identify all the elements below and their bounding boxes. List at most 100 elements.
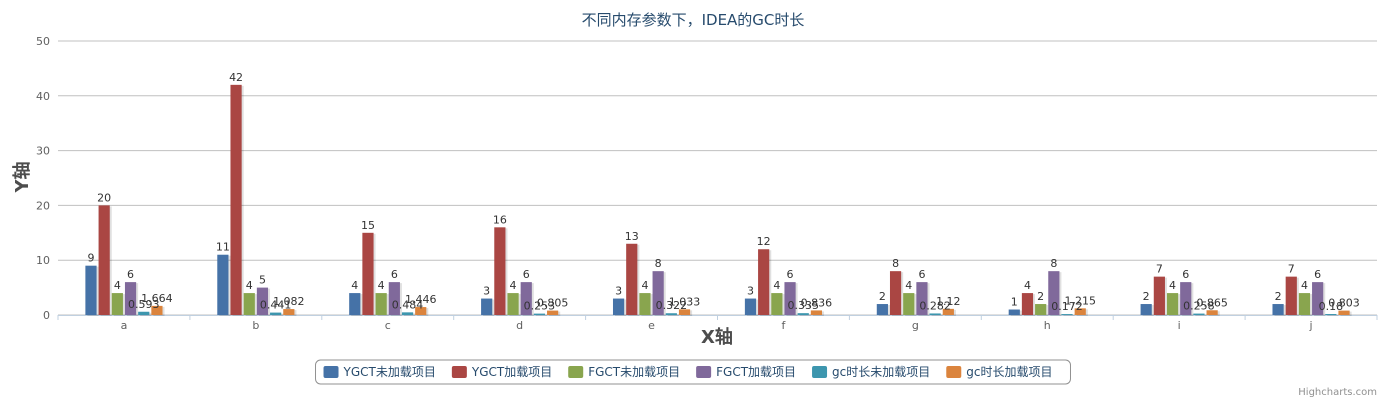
bar-shadow [1327,315,1339,316]
bar[interactable] [1061,314,1073,315]
data-label: 0.282 [919,299,951,312]
bar[interactable] [652,271,664,315]
legend-label: FGCT未加载项目 [588,365,680,379]
bar[interactable] [744,298,757,315]
bar[interactable] [533,313,546,315]
bar[interactable] [1206,310,1218,315]
bar[interactable] [876,304,888,315]
y-tick-label: 30 [36,145,50,158]
data-label: 0.441 [260,299,292,312]
bar[interactable] [612,298,625,315]
data-label: 4 [378,279,385,292]
bar[interactable] [1298,293,1311,315]
bar[interactable] [138,311,150,315]
bar[interactable] [217,254,229,315]
bar[interactable] [903,293,915,315]
bar[interactable] [1008,309,1020,315]
y-tick-label: 20 [36,199,50,212]
bar[interactable] [401,312,414,315]
bar[interactable] [1021,293,1034,315]
data-label: 4 [114,279,121,292]
bar[interactable] [270,312,282,315]
bar[interactable] [124,282,137,315]
bar[interactable] [1338,310,1350,315]
legend-item[interactable]: YGCT加载项目 [451,365,552,379]
bar[interactable] [151,305,163,315]
bar[interactable] [98,205,110,315]
legend-item[interactable]: FGCT未加载项目 [568,365,680,379]
bar[interactable] [784,282,796,315]
bar[interactable] [283,309,295,315]
bar[interactable] [678,309,691,315]
legend-box [315,359,1071,385]
bar[interactable] [1153,276,1165,315]
data-label: 2 [1143,290,1150,303]
bar[interactable] [547,310,559,315]
legend-item[interactable]: gc时长未加载项目 [812,365,930,379]
legend-item[interactable]: gc时长加载项目 [946,365,1052,379]
bar[interactable] [362,232,374,315]
bar[interactable] [797,313,809,315]
legend: YGCT未加载项目 YGCT加载项目 FGCT未加载项目 FGCT加载项目 gc时长未加… [315,359,1071,385]
bar[interactable] [639,293,651,315]
bar[interactable] [942,308,954,315]
bar[interactable] [349,293,361,315]
bar[interactable] [481,298,493,315]
bar[interactable] [889,271,902,315]
data-label: 42 [229,71,243,84]
bar[interactable] [520,282,532,315]
bar[interactable] [243,293,255,315]
bar[interactable] [111,293,123,315]
x-axis-ticks: a b c d e f g h i j [57,315,1378,332]
bar[interactable] [1048,271,1060,315]
x-tick-label: a [121,319,128,332]
bar[interactable] [626,243,638,315]
bar[interactable] [771,293,783,315]
data-label: 16 [493,213,507,226]
bar-shadow [667,314,679,316]
bar[interactable] [375,293,387,315]
bar[interactable] [1272,304,1284,315]
data-label: 0.836 [801,296,833,309]
data-label: 7 [1288,263,1295,276]
bar[interactable] [85,265,97,315]
bar[interactable] [1193,313,1205,315]
bar[interactable] [758,249,770,315]
bar[interactable] [1180,282,1192,315]
data-label: 6 [127,268,134,281]
legend-swatch [323,366,339,378]
bar[interactable] [810,310,823,315]
data-label: 1 [1011,296,1018,309]
bar-shadow [535,314,548,316]
bar[interactable] [256,287,269,315]
bar[interactable] [916,282,928,315]
bar[interactable] [1074,308,1086,315]
data-label: 5 [259,274,266,287]
data-label: 3 [615,285,622,298]
legend-item[interactable]: FGCT加载项目 [696,365,796,379]
bar[interactable] [1285,276,1297,315]
y-axis-title: Y轴 [11,161,33,193]
bar[interactable] [507,293,519,315]
data-label: 1.664 [141,292,173,305]
credits-link[interactable]: Highcharts.com [1298,387,1377,398]
data-label: 7 [1156,263,1163,276]
bar[interactable] [230,84,242,315]
bar[interactable] [1035,304,1047,315]
legend-label: gc时长加载项目 [966,365,1052,379]
data-label: 9 [87,252,94,265]
bar[interactable] [388,282,400,315]
bar[interactable] [665,313,677,315]
bar[interactable] [415,307,427,315]
legend-item[interactable]: YGCT未加载项目 [323,365,436,379]
data-label: 11 [216,241,230,254]
bar[interactable] [1325,314,1337,315]
bar[interactable] [494,227,506,315]
bar[interactable] [1166,293,1179,315]
bar[interactable] [1312,282,1324,315]
bar[interactable] [929,313,941,315]
legend-swatch [696,366,712,378]
data-label: 1.215 [1064,294,1096,307]
bar[interactable] [1140,304,1152,315]
